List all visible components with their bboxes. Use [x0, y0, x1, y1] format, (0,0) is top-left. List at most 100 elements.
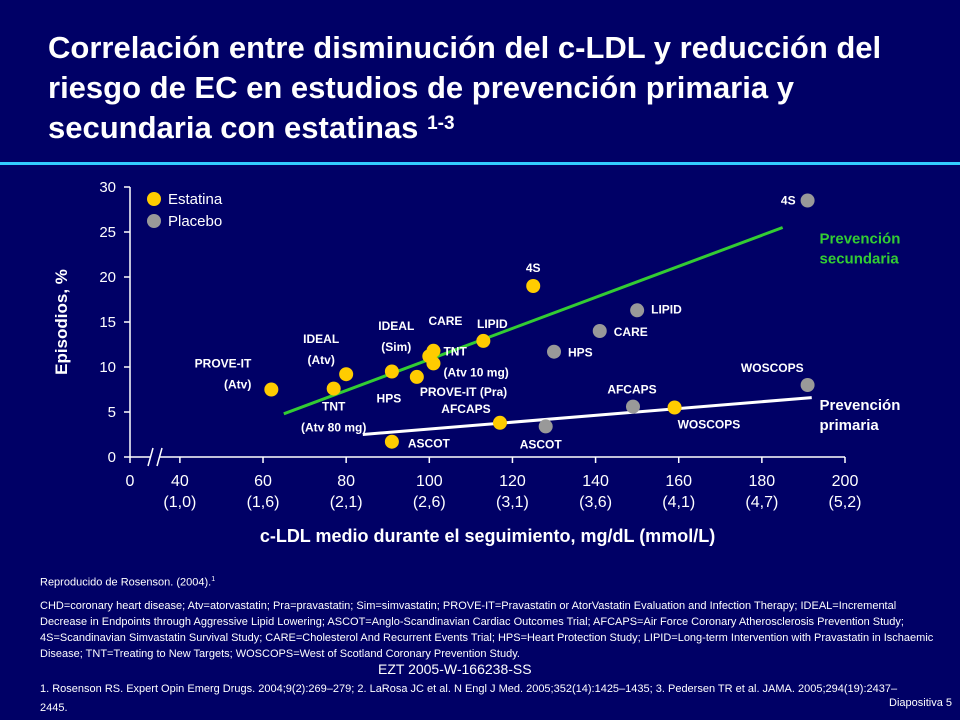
point-label: IDEAL: [378, 319, 414, 333]
y-tick-label: 5: [108, 404, 116, 421]
legend-marker: [147, 192, 161, 206]
point-label: TNT: [322, 400, 346, 414]
point-label: IDEAL: [303, 332, 339, 346]
legend-label: Placebo: [168, 213, 222, 230]
x-tick-label: 120: [499, 473, 526, 490]
slide-number: Diapositiva 5: [889, 697, 952, 709]
trend-line-label: Prevención: [820, 231, 901, 248]
chart-legend: Estatina Placebo: [147, 191, 223, 230]
x-tick-sublabel: (5,2): [829, 494, 862, 511]
legend-marker: [147, 214, 161, 228]
y-tick-label: 30: [99, 179, 116, 196]
data-point: [526, 279, 541, 293]
axis-break-mark: [147, 447, 154, 467]
axis-break-gap: [150, 454, 160, 460]
document-code: EZT 2005-W-166238-SS: [378, 661, 532, 677]
x-tick-sublabel: (1,0): [163, 494, 196, 511]
x-tick-label: 180: [749, 473, 776, 490]
trend-line-label: primaria: [820, 417, 880, 434]
data-point: [667, 400, 682, 415]
x-axis-title: c-LDL medio durante el seguimiento, mg/d…: [260, 526, 715, 546]
x-tick-sublabel: (4,7): [745, 494, 778, 511]
x-tick-label: 40: [171, 473, 189, 490]
title-divider: [0, 162, 960, 165]
data-point: [384, 434, 399, 449]
point-label: CARE: [614, 325, 648, 339]
y-tick-label: 15: [99, 314, 116, 331]
point-label: 4S: [526, 261, 541, 275]
x-tick-sublabel: (2,1): [330, 494, 363, 511]
data-point: [547, 344, 562, 359]
source-note: Reproducido de Rosenson. (2004).1: [40, 576, 215, 589]
x-tick-sublabel: (4,1): [662, 494, 695, 511]
x-tick-sublabel: (3,1): [496, 494, 529, 511]
point-label: HPS: [377, 392, 402, 406]
data-point: [384, 364, 399, 379]
point-label: AFCAPS: [441, 402, 490, 416]
data-point: [476, 333, 491, 348]
point-label: CARE: [428, 314, 462, 328]
y-tick-label: 25: [99, 224, 116, 241]
point-label: AFCAPS: [607, 383, 656, 397]
data-point: [264, 382, 279, 397]
source-text: Reproducido de Rosenson. (2004).: [40, 576, 212, 589]
data-point: [409, 369, 424, 384]
y-axis-title: Episodios, %: [52, 269, 71, 375]
point-label: TNT: [443, 344, 467, 358]
trend-line-label: Prevención: [820, 397, 901, 414]
x-tick-label: 100: [416, 473, 443, 490]
data-point: [492, 415, 507, 430]
references: 1. Rosenson RS. Expert Opin Emerg Drugs.…: [40, 683, 898, 714]
data-point: [592, 324, 607, 338]
scatter-chart: 0 5 10 15 20 25 30 0 40 (1,0) 60 (1,6) 80 (2,1) 100 (2,…: [52, 179, 901, 546]
slide-title-text: Correlación entre disminución del c-LDL …: [48, 30, 882, 145]
x-tick-label: 140: [582, 473, 609, 490]
point-label: (Atv): [224, 378, 251, 392]
data-point: [630, 303, 645, 318]
data-points: PROVE-IT (Atv) TNT (Atv 80 mg) IDEAL (Atv) ASC…: [195, 193, 815, 451]
data-point: [538, 419, 553, 434]
point-label: PROVE-IT: [195, 357, 252, 371]
data-point: [800, 193, 815, 208]
trend-line: [362, 396, 812, 436]
point-label: HPS: [568, 346, 593, 360]
x-tick-sublabel: (1,6): [247, 494, 280, 511]
x-tick-label: 0: [126, 473, 135, 490]
data-point: [339, 367, 354, 382]
trend-lines: Prevención secundaria Prevención primaria: [283, 226, 901, 436]
trend-line: [283, 226, 784, 416]
source-superscript: 1: [211, 576, 216, 583]
point-label: ASCOT: [520, 437, 563, 451]
title-superscript: 1-3: [427, 113, 455, 134]
x-tick-label: 60: [254, 473, 272, 490]
point-label: (Sim): [381, 340, 411, 354]
x-tick-label: 80: [337, 473, 355, 490]
point-label: 4S: [781, 194, 796, 208]
x-tick-label: 160: [665, 473, 692, 490]
slide-title: Correlación entre disminución del c-LDL …: [48, 28, 948, 148]
point-label: PROVE-IT (Pra): [420, 385, 507, 399]
chart-axes: 0 5 10 15 20 25 30 0 40 (1,0) 60 (1,6) 80 (2,1) 100 (2,…: [52, 179, 861, 546]
data-point: [625, 399, 640, 414]
axis-break-mark: [156, 447, 163, 467]
legend-label: Estatina: [168, 191, 223, 208]
trend-line-label: secundaria: [820, 251, 900, 268]
point-label: LIPID: [477, 317, 508, 331]
data-point: [422, 349, 437, 364]
point-label: LIPID: [651, 302, 682, 316]
abbreviations: CHD=coronary heart disease; Atv=atorvast…: [40, 600, 934, 660]
point-label: WOSCOPS: [741, 361, 804, 375]
data-point: [800, 378, 815, 392]
y-tick-label: 10: [99, 359, 116, 376]
data-point: [326, 381, 341, 396]
y-tick-label: 0: [108, 449, 116, 466]
point-label: (Atv 80 mg): [301, 421, 366, 435]
x-tick-label: 200: [832, 473, 859, 490]
y-tick-label: 20: [99, 269, 116, 286]
x-tick-sublabel: (3,6): [579, 494, 612, 511]
point-label: ASCOT: [408, 437, 451, 451]
x-tick-sublabel: (2,6): [413, 494, 446, 511]
point-label: (Atv): [307, 353, 334, 367]
point-label: (Atv 10 mg): [443, 365, 508, 379]
point-label: WOSCOPS: [678, 418, 741, 432]
